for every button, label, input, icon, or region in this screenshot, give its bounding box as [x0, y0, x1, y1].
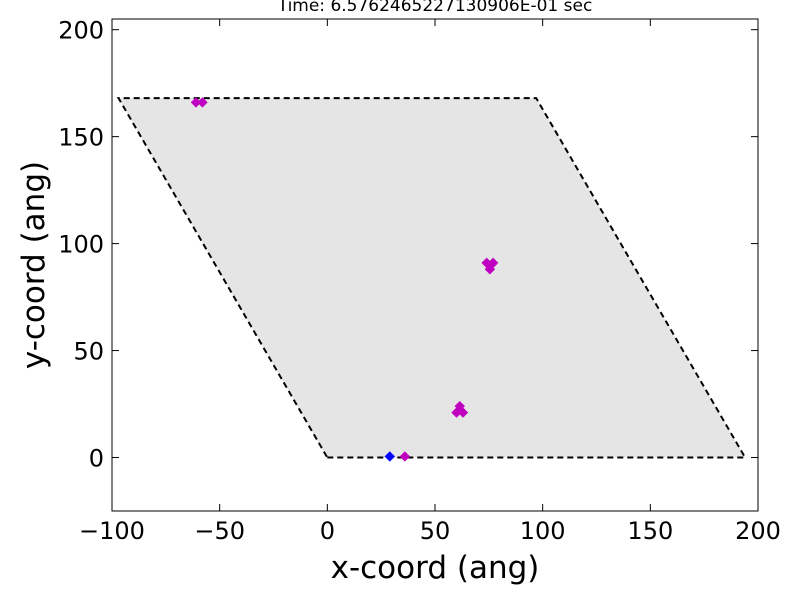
data-point — [399, 451, 411, 462]
x-tick-label: −100 — [79, 517, 145, 545]
simulation-cell — [116, 97, 747, 459]
y-axis-ticks: 0 50 100 150 200 — [58, 17, 758, 473]
data-point — [384, 451, 395, 462]
data-point — [454, 400, 465, 412]
data-point — [197, 97, 208, 108]
y-tick-label: 0 — [89, 445, 104, 473]
chart-title: Time: 6.5762465227130906E-01 sec — [277, 0, 593, 16]
y-tick-label: 50 — [73, 338, 104, 366]
y-tick-label: 200 — [58, 17, 104, 45]
y-axis-label: y-coord (ang) — [16, 161, 52, 369]
atom-markers — [190, 97, 499, 462]
x-tick-label: 200 — [735, 517, 781, 545]
y-tick-label: 100 — [58, 231, 104, 259]
x-axis-ticks: −100 −50 0 50 100 150 200 — [79, 19, 781, 545]
x-tick-label: 50 — [420, 517, 451, 545]
data-point — [484, 264, 496, 275]
x-tick-label: 150 — [627, 517, 673, 545]
cell-boundary — [116, 97, 747, 459]
y-tick-label: 150 — [58, 124, 104, 152]
x-tick-label: 100 — [520, 517, 566, 545]
x-tick-label: −50 — [194, 517, 245, 545]
x-tick-label: 0 — [320, 517, 335, 545]
x-axis-label: x-coord (ang) — [331, 550, 540, 586]
